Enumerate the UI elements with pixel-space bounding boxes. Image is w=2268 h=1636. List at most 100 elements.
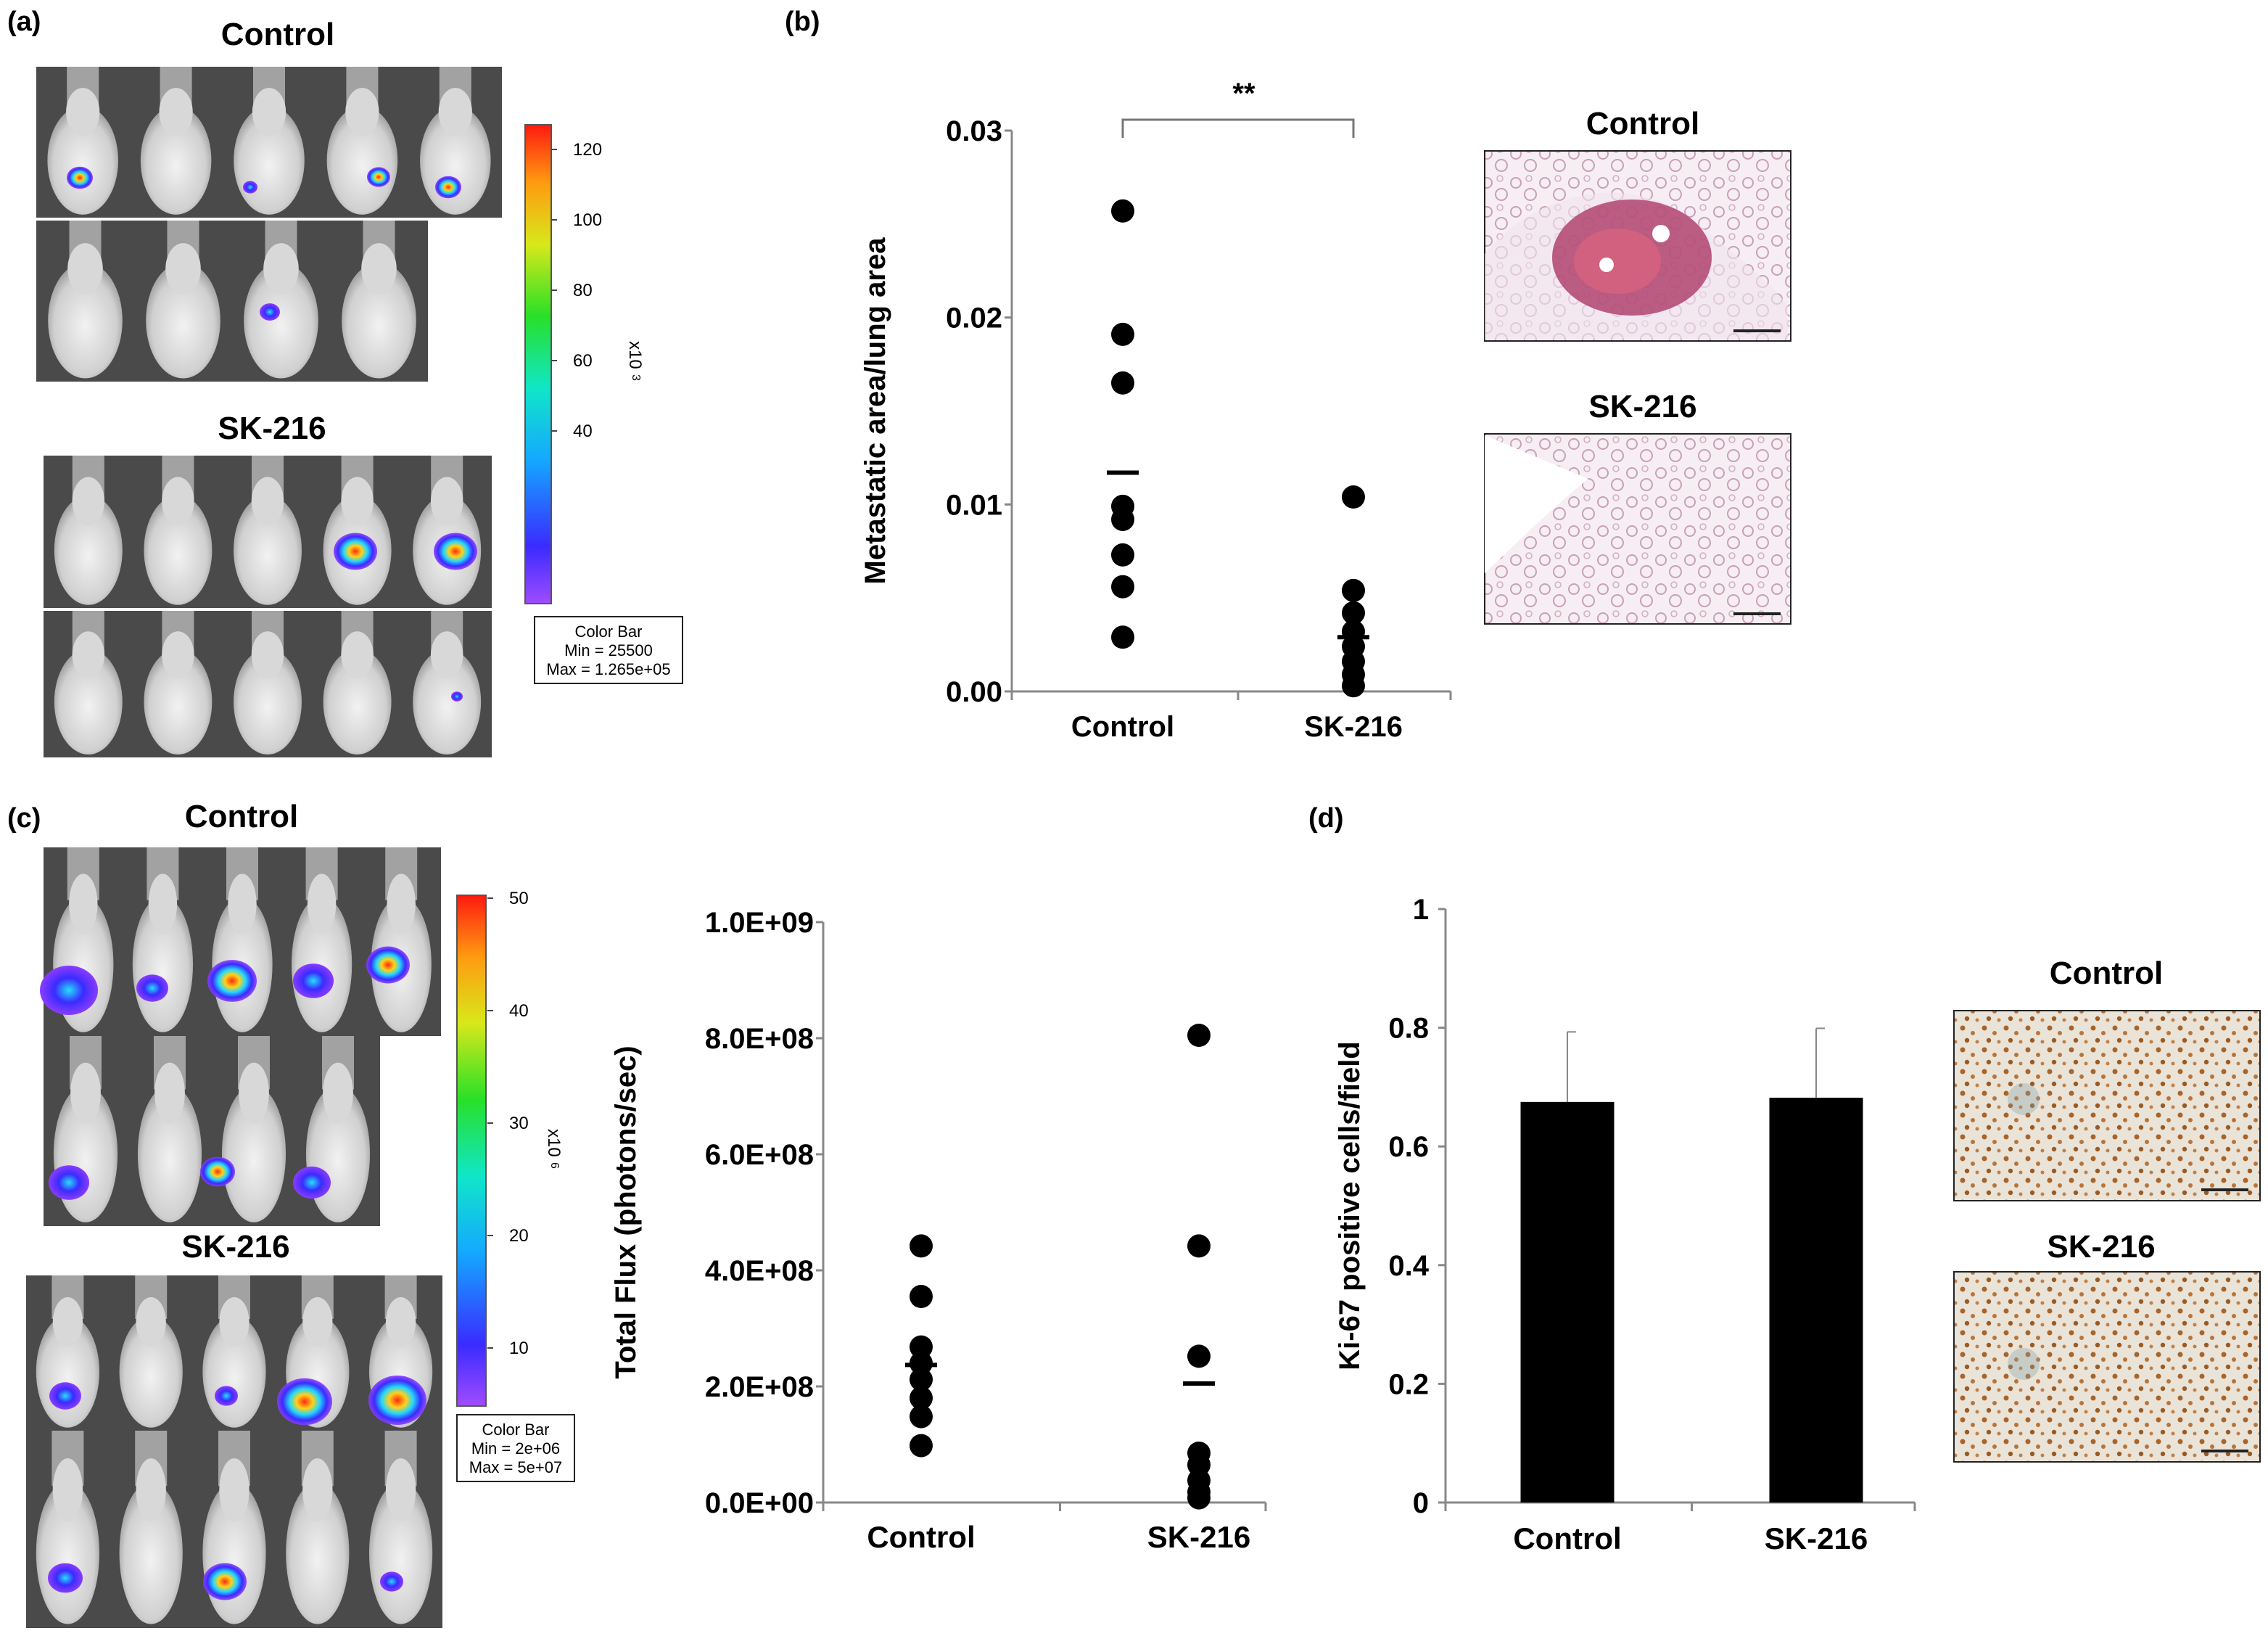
panel-c-sk216-label: SK-216: [181, 1229, 289, 1265]
mouse-body: [144, 649, 213, 755]
luminescence-signal: [451, 691, 463, 702]
panel-d: (d) 0 0.2 0.4 0.6 0.8 1 Control SK-216 Ki-67 pos…: [1308, 803, 2261, 1555]
colorbar-a-unit: x10: [625, 341, 645, 369]
luminescence-signal: [203, 1563, 247, 1600]
bar: [1769, 1098, 1863, 1503]
luminescence-signal: [366, 946, 410, 984]
mouse-body: [119, 1481, 183, 1624]
colorbar-tick-label: 40: [509, 1001, 529, 1021]
mouse-head: [385, 1296, 416, 1347]
mouse-head: [251, 477, 284, 526]
mouse-body: [36, 1481, 100, 1624]
panel-d-label: (d): [1308, 803, 1344, 834]
mouse-head: [323, 1062, 353, 1124]
colorbar-tick-label: 40: [573, 422, 593, 441]
mouse-head: [165, 243, 201, 295]
significance-label: **: [1232, 78, 1255, 110]
mouse-head: [239, 1062, 269, 1124]
bioluminescence-image-a-sk216: [44, 456, 492, 757]
x-category-label: SK-216: [1765, 1521, 1868, 1555]
x-category-label: SK-216: [1304, 711, 1403, 743]
data-point: [1111, 371, 1134, 395]
chart-b: 0.00 0.01 0.02 0.03 Control SK-216 Metastatic …: [859, 115, 1452, 743]
bar: [1520, 1101, 1615, 1503]
colorbar-tick-label: 20: [509, 1226, 529, 1246]
colorbar-c: [456, 895, 487, 1407]
mouse-head: [341, 631, 374, 678]
y-tick-label: 6.0E+08: [705, 1139, 814, 1171]
mouse-body: [326, 106, 398, 215]
data-point: [1187, 1344, 1211, 1368]
histology-b-sk216-label: SK-216: [1588, 389, 1696, 424]
colorbar-a-legend-title: Color Bar: [575, 622, 643, 641]
y-tick-label: 0.2: [1388, 1368, 1429, 1400]
data-point: [910, 1386, 933, 1410]
colorbar-a-legend-min: Min = 25500: [564, 641, 653, 659]
luminescence-signal: [207, 960, 257, 1002]
luminescence-signal: [367, 167, 390, 187]
colorbar-c-unit: x10: [544, 1129, 564, 1157]
y-tick-label: 1.0E+09: [705, 907, 814, 939]
mouse-head: [162, 631, 194, 678]
chart-d: 0 0.2 0.4 0.6 0.8 1 Control SK-216 Ki-67 positiv…: [1334, 894, 1916, 1555]
mouse-head: [341, 477, 374, 526]
panel-a-control-label: Control: [221, 17, 334, 52]
mouse-body: [221, 1085, 286, 1222]
data-point: [1342, 601, 1365, 625]
y-axis-label: Metastatic area/lung area: [859, 237, 891, 585]
mouse-head: [136, 1296, 166, 1347]
luminescence-signal: [293, 963, 334, 998]
colorbar-c-ticks: 50 40 30 20 10: [487, 889, 529, 1358]
luminescence-signal: [380, 1571, 403, 1592]
mouse-head: [430, 477, 463, 526]
colorbar-c-unit-exponent: 6: [548, 1162, 561, 1169]
mouse-head: [307, 874, 337, 934]
mouse-body: [119, 1315, 183, 1428]
mouse-head: [219, 1296, 250, 1347]
mouse-head: [387, 874, 416, 934]
y-axis-label: Ki-67 positive cells/field: [1334, 1041, 1366, 1370]
data-point: [1187, 1024, 1211, 1047]
luminescence-signal: [293, 1166, 331, 1199]
panel-c-control-label: Control: [185, 799, 298, 834]
mouse-head: [72, 631, 105, 678]
mouse-body: [54, 649, 123, 755]
mouse-head: [52, 1296, 83, 1347]
data-point: [1342, 578, 1365, 602]
histology-d-sk216-label: SK-216: [2047, 1229, 2155, 1265]
luminescence-signal: [260, 303, 280, 321]
luminescence-signal: [434, 533, 477, 570]
x-category-label: Control: [1071, 711, 1174, 743]
mouse-head: [302, 1296, 333, 1347]
data-point: [1342, 485, 1365, 509]
panel-a-sk216-label: SK-216: [218, 411, 326, 446]
colorbar-tick-label: 50: [509, 889, 529, 908]
colorbar-c-legend-title: Color Bar: [482, 1421, 550, 1439]
panel-b: (b) 0.00 0.01 0.02 0.03 Control SK-216 Metasta…: [785, 7, 1791, 743]
colorbar-c-legend-min: Min = 2e+06: [471, 1439, 560, 1458]
y-tick-label: 0.6: [1388, 1131, 1429, 1163]
significance-bracket: [1121, 118, 1355, 138]
data-point: [910, 1434, 933, 1458]
data-point: [910, 1285, 933, 1308]
chart-c: 0.0E+00 2.0E+08 4.0E+08 6.0E+08 8.0E+08 1.0E+…: [610, 907, 1267, 1554]
luminescence-signal: [49, 1165, 89, 1200]
y-tick-label: 0.0E+00: [705, 1487, 814, 1519]
x-category-label: SK-216: [1147, 1520, 1250, 1554]
colorbar-tick-label: 120: [573, 140, 602, 160]
luminescence-signal: [277, 1378, 332, 1426]
y-tick-label: 0.02: [946, 303, 1002, 334]
colorbar-a-legend-box: [534, 616, 683, 684]
histology-image-d-control: [1953, 1010, 2261, 1201]
histology-image-b-sk216: [1484, 433, 1791, 625]
mouse-body: [342, 262, 416, 379]
y-tick-label: 2.0E+08: [705, 1371, 814, 1403]
colorbar-tick-label: 10: [509, 1339, 529, 1358]
y-tick-label: 0.00: [946, 676, 1002, 708]
luminescence-signal: [48, 1563, 83, 1593]
luminescence-signal: [243, 181, 257, 194]
luminescence-signal: [49, 1382, 81, 1410]
mouse-head: [52, 1458, 83, 1522]
mouse-head: [263, 243, 299, 295]
